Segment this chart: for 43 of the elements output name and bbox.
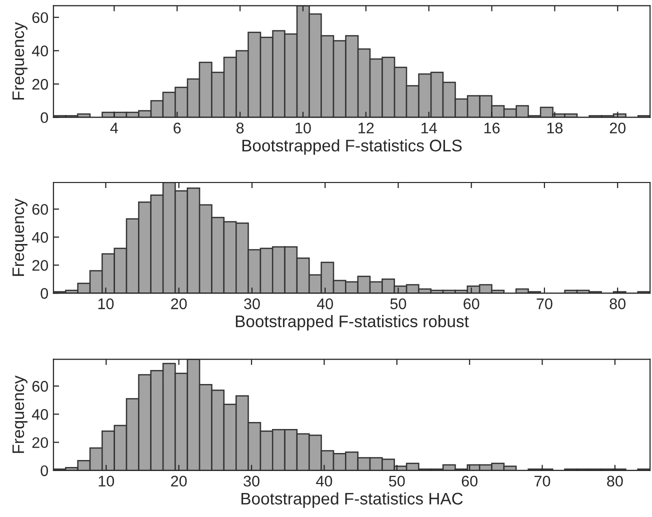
y-tick-label: 20 [32, 437, 48, 448]
y-tick-label: 0 [40, 288, 48, 299]
x-tick-label: 40 [316, 298, 333, 310]
x-tick-label: 60 [462, 476, 478, 487]
x-tick-label: 70 [534, 476, 550, 487]
x-tick-label: 16 [484, 122, 500, 134]
x-tick-label: 50 [389, 476, 405, 487]
x-tick-label: 10 [296, 122, 311, 134]
x-axis-title: Bootstrapped F-statistics OLS [242, 139, 462, 155]
y-tick-label: 20 [32, 78, 48, 90]
x-tick-label: 6 [174, 122, 181, 134]
x-tick-label: 18 [547, 122, 563, 134]
x-tick-label: 30 [244, 476, 260, 487]
y-tick-label: 40 [32, 409, 48, 420]
y-axis-title: Frequency [12, 376, 28, 453]
y-tick-label: 60 [32, 204, 48, 215]
y-tick-label: 0 [40, 465, 48, 476]
x-tick-label: 70 [536, 298, 552, 310]
y-tick-label: 0 [40, 112, 48, 124]
x-tick-label: 12 [358, 122, 374, 134]
x-tick-label: 20 [171, 476, 187, 487]
x-tick-label: 50 [390, 298, 406, 310]
y-axis-title: Frequency [12, 22, 28, 100]
x-tick-label: 14 [422, 122, 437, 134]
x-tick-label: 20 [171, 298, 187, 310]
x-tick-label: 30 [244, 298, 260, 310]
x-axis-title: Bootstrapped F-statistics HAC [242, 492, 463, 508]
y-tick-label: 60 [32, 380, 48, 392]
y-tick-label: 60 [32, 12, 48, 24]
x-tick-label: 40 [316, 476, 332, 487]
y-tick-label: 40 [32, 46, 48, 56]
x-tick-label: 10 [98, 298, 114, 310]
x-tick-label: 60 [464, 298, 480, 310]
y-tick-label: 20 [32, 260, 48, 271]
x-tick-label: 4 [110, 122, 118, 134]
x-axis-title: Bootstrapped F-statistics robust [236, 315, 469, 331]
x-tick-label: 20 [610, 122, 626, 134]
x-tick-label: 80 [607, 476, 623, 487]
y-axis-title: Frequency [12, 198, 28, 276]
x-tick-label: 8 [236, 122, 244, 134]
y-tick-label: 40 [32, 232, 48, 243]
x-tick-label: 80 [610, 298, 626, 310]
x-tick-label: 10 [98, 476, 114, 487]
